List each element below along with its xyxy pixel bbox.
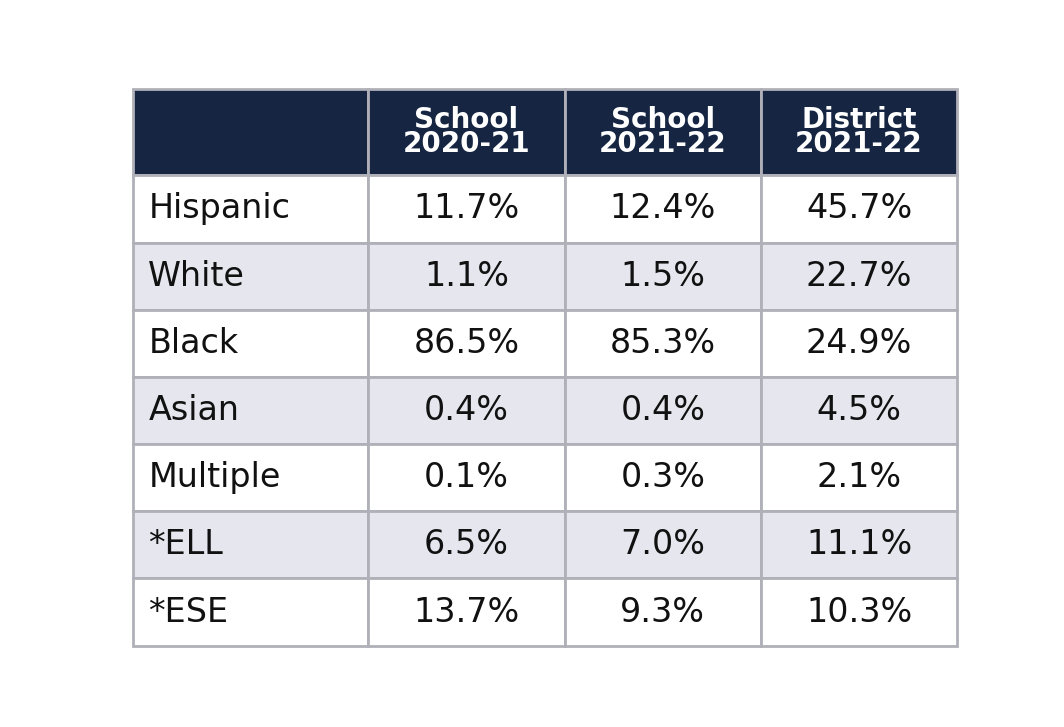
Text: Black: Black	[148, 327, 238, 360]
Bar	[133, 310, 368, 377]
Bar	[565, 310, 761, 377]
Bar	[368, 444, 565, 511]
Bar	[761, 243, 958, 310]
Text: 11.7%: 11.7%	[414, 193, 519, 225]
Text: 24.9%: 24.9%	[805, 327, 912, 360]
Bar	[761, 511, 958, 579]
Bar	[565, 89, 761, 175]
Text: 45.7%: 45.7%	[805, 193, 912, 225]
Text: Multiple: Multiple	[148, 461, 281, 494]
Bar	[565, 377, 761, 444]
Text: 7.0%: 7.0%	[620, 529, 705, 561]
Bar	[368, 377, 565, 444]
Bar	[368, 310, 565, 377]
Text: 0.4%: 0.4%	[620, 394, 705, 427]
Bar	[133, 511, 368, 579]
Bar	[761, 377, 958, 444]
Text: School: School	[611, 106, 715, 134]
Bar	[133, 579, 368, 646]
Text: School: School	[415, 106, 518, 134]
Text: 2020-21: 2020-21	[403, 130, 530, 158]
Text: 13.7%: 13.7%	[414, 595, 519, 629]
Bar	[133, 89, 368, 175]
Bar	[368, 579, 565, 646]
Text: *ELL: *ELL	[148, 529, 223, 561]
Bar	[761, 89, 958, 175]
Bar	[565, 511, 761, 579]
Text: 85.3%: 85.3%	[610, 327, 716, 360]
Text: 12.4%: 12.4%	[610, 193, 716, 225]
Bar	[761, 175, 958, 243]
Bar	[565, 444, 761, 511]
Text: *ESE: *ESE	[148, 595, 229, 629]
Text: 0.1%: 0.1%	[425, 461, 509, 494]
Text: 0.3%: 0.3%	[620, 461, 705, 494]
Text: 1.5%: 1.5%	[620, 260, 705, 293]
Text: 86.5%: 86.5%	[414, 327, 519, 360]
Text: 9.3%: 9.3%	[620, 595, 705, 629]
Bar	[368, 175, 565, 243]
Bar	[133, 243, 368, 310]
Bar	[133, 377, 368, 444]
Bar	[761, 310, 958, 377]
Bar	[368, 511, 565, 579]
Text: White: White	[148, 260, 245, 293]
Text: 10.3%: 10.3%	[805, 595, 912, 629]
Bar	[133, 175, 368, 243]
Text: 22.7%: 22.7%	[805, 260, 912, 293]
Text: 6.5%: 6.5%	[425, 529, 509, 561]
Text: 11.1%: 11.1%	[805, 529, 912, 561]
Text: 4.5%: 4.5%	[816, 394, 901, 427]
Text: 2021-22: 2021-22	[599, 130, 727, 158]
Text: District: District	[801, 106, 917, 134]
Text: 2021-22: 2021-22	[795, 130, 922, 158]
Bar	[368, 89, 565, 175]
Text: 2.1%: 2.1%	[816, 461, 901, 494]
Bar	[761, 444, 958, 511]
Bar	[565, 243, 761, 310]
Text: 0.4%: 0.4%	[425, 394, 509, 427]
Bar	[565, 579, 761, 646]
Text: 1.1%: 1.1%	[425, 260, 509, 293]
Bar	[368, 243, 565, 310]
Bar	[133, 444, 368, 511]
Bar	[565, 175, 761, 243]
Text: Asian: Asian	[148, 394, 239, 427]
Bar	[761, 579, 958, 646]
Text: Hispanic: Hispanic	[148, 193, 290, 225]
